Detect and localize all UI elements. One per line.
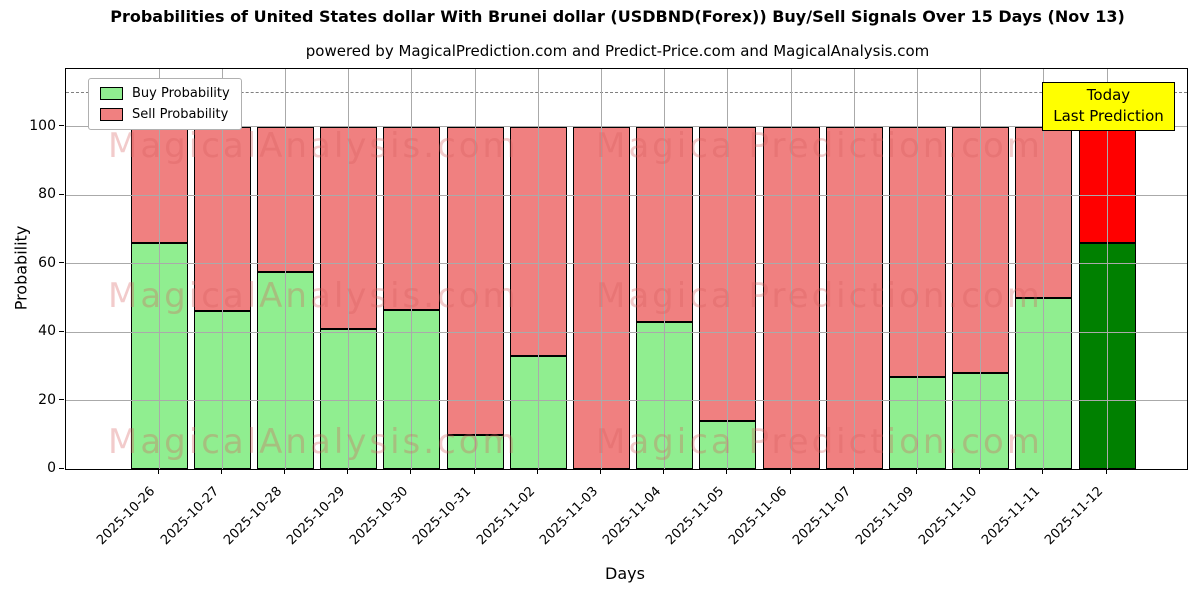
legend: Buy Probability Sell Probability <box>88 78 242 130</box>
x-tick-mark <box>979 469 981 474</box>
watermark-text: MagicalAnalysis.com <box>108 126 519 166</box>
gridline-vertical <box>980 69 982 469</box>
x-tick-mark <box>220 469 222 474</box>
x-tick-mark <box>1105 469 1107 474</box>
gridline-vertical <box>537 69 539 469</box>
y-tick-mark <box>59 330 64 332</box>
x-tick-mark <box>915 469 917 474</box>
x-tick-mark <box>157 469 159 474</box>
gridline-vertical <box>411 69 413 469</box>
y-tick-label: 60 <box>38 254 56 271</box>
gridline-horizontal <box>66 400 1187 401</box>
y-tick-mark <box>59 467 64 469</box>
x-tick-label: 2025-10-27 <box>157 484 222 549</box>
chart-title: Probabilities of United States dollar Wi… <box>110 7 1125 26</box>
gridline-vertical <box>600 69 602 469</box>
y-tick-mark <box>59 125 64 127</box>
x-tick-mark <box>789 469 791 474</box>
gridline-horizontal <box>66 194 1187 196</box>
x-tick-mark <box>536 469 538 474</box>
gridline-vertical <box>1043 69 1045 469</box>
gridline-vertical <box>284 69 286 469</box>
x-tick-mark <box>599 469 601 474</box>
y-tick-mark <box>59 262 64 264</box>
gridline-horizontal <box>66 126 1187 128</box>
x-tick-mark <box>726 469 728 474</box>
legend-swatch <box>100 108 123 121</box>
gridline-vertical <box>474 69 476 469</box>
x-tick-mark <box>1042 469 1044 474</box>
x-tick-label: 2025-11-09 <box>852 484 918 549</box>
x-tick-label: 2025-11-11 <box>979 484 1044 549</box>
x-tick-mark <box>283 469 285 474</box>
watermark-text: Magica Prediction.com <box>596 276 1043 316</box>
watermark-text: Magica Prediction.com <box>596 126 1043 166</box>
y-tick-mark <box>59 399 64 400</box>
legend-item: Sell Probability <box>100 107 230 122</box>
x-tick-label: 2025-11-06 <box>726 484 791 549</box>
gridline-horizontal <box>66 331 1187 333</box>
watermark-text: MagicalAnalysis.com <box>108 276 519 316</box>
watermark-text: MagicalAnalysis.com <box>108 422 519 462</box>
gridline-vertical <box>853 69 855 469</box>
today-annotation-line2: Last Prediction <box>1053 107 1164 125</box>
x-tick-label: 2025-11-07 <box>789 484 854 549</box>
dashed-threshold-line <box>66 91 1187 93</box>
gridline-vertical <box>916 69 918 469</box>
gridline-vertical <box>727 69 729 469</box>
x-tick-mark <box>410 469 412 474</box>
x-tick-label: 2025-11-03 <box>536 484 602 549</box>
x-tick-label: 2025-10-29 <box>284 484 349 549</box>
y-tick-label: 0 <box>47 460 56 476</box>
chart-subtitle: powered by MagicalPrediction.com and Pre… <box>305 42 930 60</box>
gridline-vertical <box>664 69 666 469</box>
y-tick-label: 80 <box>38 186 56 203</box>
x-tick-mark <box>347 469 349 474</box>
x-tick-label: 2025-11-10 <box>916 484 981 549</box>
x-tick-mark <box>473 469 475 474</box>
x-tick-label: 2025-11-02 <box>473 484 538 549</box>
gridline-horizontal <box>66 263 1187 265</box>
y-tick-label: 100 <box>29 117 56 134</box>
x-tick-label: 2025-11-12 <box>1042 484 1107 549</box>
y-tick-mark <box>59 193 64 195</box>
x-tick-label: 2025-11-05 <box>663 484 728 549</box>
x-tick-mark <box>852 469 854 474</box>
x-tick-label: 2025-11-04 <box>600 484 665 549</box>
x-tick-label: 2025-10-31 <box>410 484 475 549</box>
x-tick-label: 2025-10-26 <box>94 484 159 549</box>
today-annotation-line1: Today <box>1086 86 1131 104</box>
legend-item: Buy Probability <box>100 86 230 101</box>
y-tick-label: 20 <box>38 391 56 408</box>
gridline-vertical <box>348 69 350 469</box>
gridline-vertical <box>1106 69 1108 469</box>
y-tick-label: 40 <box>38 323 56 339</box>
x-tick-label: 2025-10-28 <box>220 484 286 549</box>
watermark-text: Magica Prediction.com <box>596 422 1043 462</box>
legend-swatch <box>100 87 123 100</box>
legend-label: Buy Probability <box>132 86 230 101</box>
gridline-vertical <box>790 69 792 469</box>
gridline-vertical <box>158 69 160 469</box>
x-axis-label: Days <box>605 564 645 583</box>
legend-label: Sell Probability <box>132 107 229 122</box>
x-tick-mark <box>663 469 665 474</box>
x-tick-label: 2025-10-30 <box>347 484 412 549</box>
plot-area: Buy Probability Sell Probability Today La… <box>65 68 1188 470</box>
today-annotation: Today Last Prediction <box>1042 82 1175 131</box>
gridline-vertical <box>221 69 223 469</box>
